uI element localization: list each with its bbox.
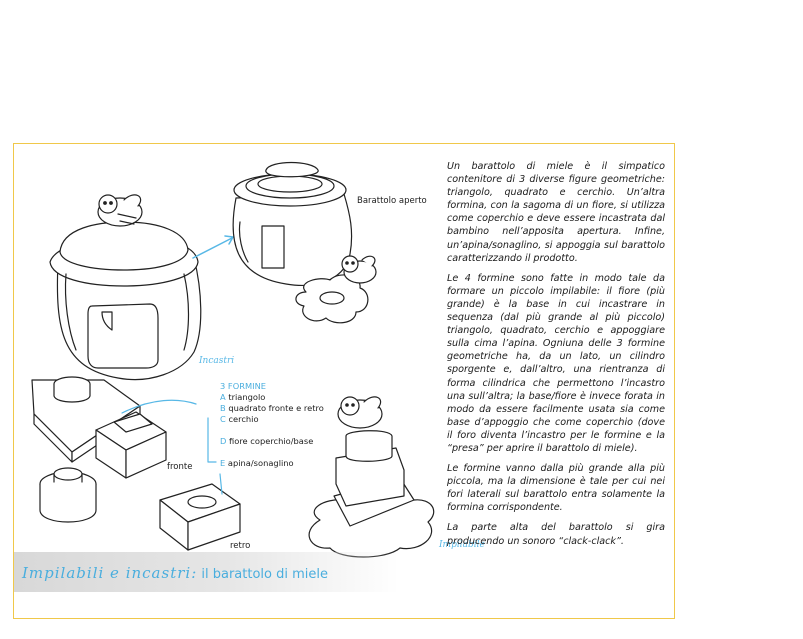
legend-item: C cerchio <box>220 414 324 425</box>
page-frame <box>13 143 675 619</box>
legend-letter: E <box>220 458 226 468</box>
banner-plain-text: il barattolo di miele <box>197 567 328 582</box>
legend-item: A triangolo <box>220 392 324 403</box>
paragraph: Le formine vanno dalla più grande alla p… <box>447 463 665 514</box>
square-block-back-drawing <box>160 484 240 550</box>
label-fronte: fronte <box>167 462 193 472</box>
open-jar-drawing <box>233 163 376 323</box>
legend-text: triangolo <box>228 392 266 402</box>
paragraph: La parte alta del barattolo si gira prod… <box>447 522 665 547</box>
legend-text: cerchio <box>228 414 259 424</box>
paragraph: Un barattolo di miele è il simpatico con… <box>447 161 665 264</box>
description-text: Un barattolo di miele è il simpatico con… <box>447 160 665 555</box>
legend-text: quadrato fronte e retro <box>228 403 324 413</box>
legend-item: B quadrato fronte e retro <box>220 403 324 414</box>
stacked-toy-drawing <box>309 397 434 557</box>
banner-script-text: Impilabili e incastri: <box>22 564 198 582</box>
square-block-front-drawing <box>96 412 166 478</box>
legend-letter: B <box>220 403 226 413</box>
legend-item: E apina/sonaglino <box>220 458 324 469</box>
legend-title: 3 FORMINE <box>220 381 267 391</box>
cylinder-block-drawing <box>40 468 96 522</box>
paragraph: Le 4 formine sono fatte in modo tale da … <box>447 272 665 454</box>
label-retro: retro <box>230 541 251 551</box>
legend-letter: C <box>220 414 226 424</box>
legend-text: apina/sonaglino <box>227 458 294 468</box>
label-barattolo-aperto: Barattolo aperto <box>357 196 427 206</box>
legend-item: D fiore coperchio/base <box>220 436 324 447</box>
banner-title: Impilabili e incastri: il barattolo di m… <box>22 563 328 582</box>
label-incastri: Incastri <box>199 356 235 366</box>
legend-text: fiore coperchio/base <box>229 436 314 446</box>
label-impilabile: Impilabile <box>439 540 485 550</box>
closed-jar-drawing <box>50 195 201 380</box>
legend-letter: A <box>220 392 226 402</box>
legend-letter: D <box>220 436 227 446</box>
title-banner <box>14 552 399 592</box>
forms-legend: 3 FORMINE A triangolo B quadrato fronte … <box>220 381 324 469</box>
